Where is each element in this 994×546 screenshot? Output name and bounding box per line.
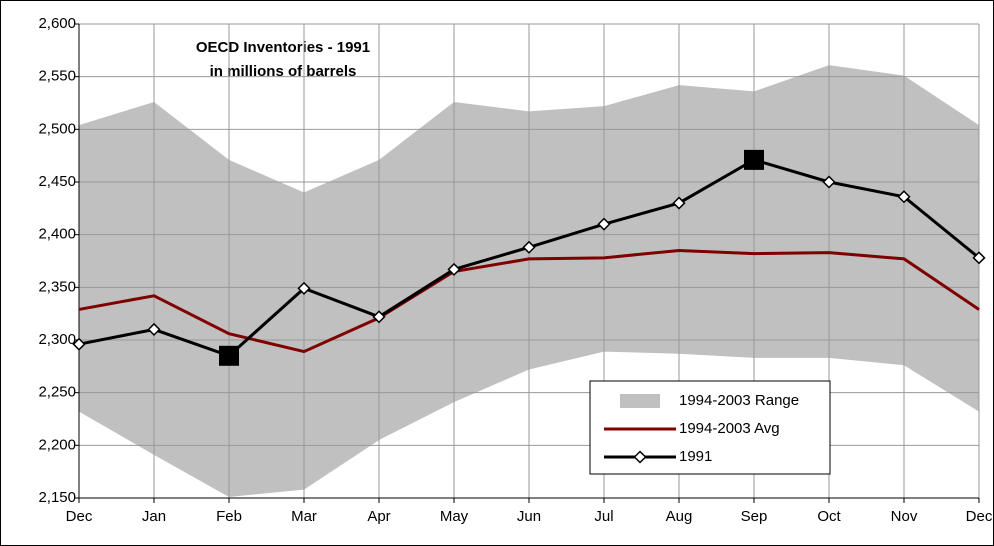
marker bbox=[372, 310, 386, 324]
y-tick-label: 2,250 bbox=[38, 384, 76, 401]
x-tick-label: Jun bbox=[517, 508, 541, 525]
y-tick-label: 2,350 bbox=[38, 278, 76, 295]
y-tick-label: 2,300 bbox=[38, 331, 76, 348]
y-tick-label: 2,400 bbox=[38, 226, 76, 243]
series-line bbox=[78, 248, 980, 354]
marker bbox=[972, 251, 986, 265]
x-tick-label: Nov bbox=[891, 508, 918, 525]
x-tick-label: Sep bbox=[741, 508, 768, 525]
chart-title: OECD Inventories - 1991 bbox=[196, 39, 370, 56]
marker bbox=[822, 175, 836, 189]
x-tick-label: Jul bbox=[594, 508, 613, 525]
x-tick-label: Jan bbox=[142, 508, 166, 525]
marker bbox=[147, 322, 161, 337]
y-tick-label: 2,150 bbox=[38, 489, 76, 506]
legend-swatch bbox=[620, 394, 660, 408]
marker bbox=[522, 240, 536, 254]
marker bbox=[447, 262, 461, 276]
marker bbox=[672, 196, 686, 210]
x-tick-label: Dec bbox=[966, 508, 993, 525]
legend-label: 1994-2003 Range bbox=[679, 392, 799, 409]
highlight-marker bbox=[219, 345, 239, 366]
marker bbox=[597, 217, 611, 231]
legend-label: 1994-2003 Avg bbox=[679, 420, 780, 437]
x-tick-label: Dec bbox=[66, 508, 93, 525]
y-tick-label: 2,550 bbox=[38, 68, 76, 85]
x-tick-label: Oct bbox=[817, 508, 841, 525]
y-tick-label: 2,200 bbox=[38, 436, 76, 453]
x-tick-label: Apr bbox=[367, 508, 390, 525]
legend-marker bbox=[633, 450, 647, 464]
x-tick-label: Aug bbox=[666, 508, 693, 525]
y-tick-label: 2,500 bbox=[38, 120, 76, 137]
chart-subtitle: in millions of barrels bbox=[210, 63, 357, 80]
y-tick-label: 2,450 bbox=[38, 173, 76, 190]
marker bbox=[72, 337, 86, 351]
x-tick-label: Feb bbox=[216, 508, 242, 525]
x-tick-label: May bbox=[440, 508, 469, 525]
marker bbox=[297, 281, 311, 295]
y-tick-label: 2,600 bbox=[38, 15, 76, 32]
x-tick-label: Mar bbox=[291, 508, 317, 525]
legend-label: 1991 bbox=[679, 448, 712, 465]
marker bbox=[897, 190, 911, 204]
highlight-marker bbox=[744, 149, 764, 170]
